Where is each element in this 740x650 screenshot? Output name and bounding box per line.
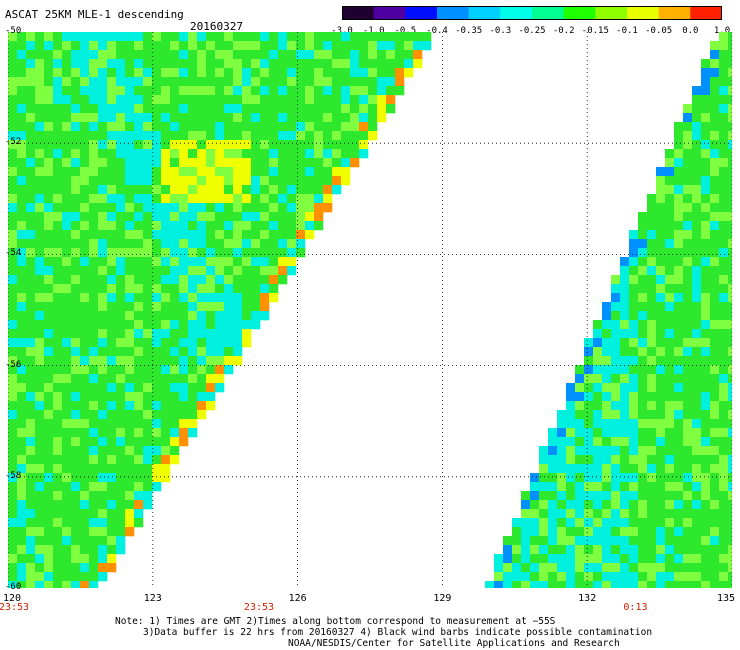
colorbar-segment [563,6,596,20]
note-line-1: Note: 1) Times are GMT 2)Times along bot… [115,616,556,627]
wind-map [8,32,732,588]
colorbar-tick-label: 1.0 [713,26,731,36]
colorbar-segment [437,6,470,20]
colorbar-tick-label: -1.0 [362,26,385,36]
note-line-3: NOAA/NESDIS/Center for Satellite Applica… [288,638,620,649]
latitude-label: -56 [5,359,22,370]
latitude-label: -58 [5,470,22,481]
note-line-2: 3)Data buffer is 22 hrs from 20160327 4)… [143,627,653,638]
colorbar-segment [690,6,722,20]
colorbar-tick-label: -0.3 [489,26,512,36]
colorbar-segment [658,6,691,20]
time-label: 23:53 [0,602,30,613]
colorbar-segment [468,6,501,20]
colorbar-tick-label: -3.0 [331,26,353,36]
colorbar-tick-label: -0.4 [426,26,448,36]
latitude-label: -50 [5,26,22,36]
longitude-label: 135 [716,593,736,604]
latitude-label: -60 [5,582,22,592]
longitude-label: 126 [288,593,307,604]
longitude-label: 129 [433,593,452,604]
colorbar-tick-label: -0.05 [645,26,673,36]
colorbar-border [342,6,722,20]
longitude-label: 120 [2,593,22,604]
colorbar-tick-label: -0.5 [394,26,417,36]
colorbar-tick-label: -0.35 [455,26,483,36]
colorbar-segment [532,6,565,20]
colorbar-tick-label: 0.0 [682,26,699,36]
colorbar-labels: -3.0 -1.0 -0.5 -0.4 -0.35 -0.3 -0.25 -0.2 -0.15-… [0,26,740,40]
colorbar [342,6,722,20]
chart-title: ASCAT 25KM MLE-1 descending [5,8,184,21]
colorbar-tick-label: -0.25 [518,26,546,36]
colorbar-segment [595,6,628,20]
colorbar-tick-label: -0.1 [616,26,638,36]
colorbar-segment [342,6,375,20]
swath-cells [8,32,732,588]
time-label: 0:13 [623,602,648,613]
latitude-label: -54 [5,248,22,259]
colorbar-segment [373,6,406,20]
colorbar-segment [627,6,660,20]
colorbar-tick-label: -0.15 [581,26,609,36]
colorbar-tick-label: -0.2 [552,26,575,36]
longitude-label: 132 [578,593,597,604]
latitude-label: -52 [5,137,22,148]
chart-date: 20160327 [190,20,243,33]
colorbar-segment [405,6,438,20]
longitude-label: 123 [143,593,162,604]
map-grid [8,32,732,588]
colorbar-segment [500,6,533,20]
time-label: 23:53 [243,602,275,613]
